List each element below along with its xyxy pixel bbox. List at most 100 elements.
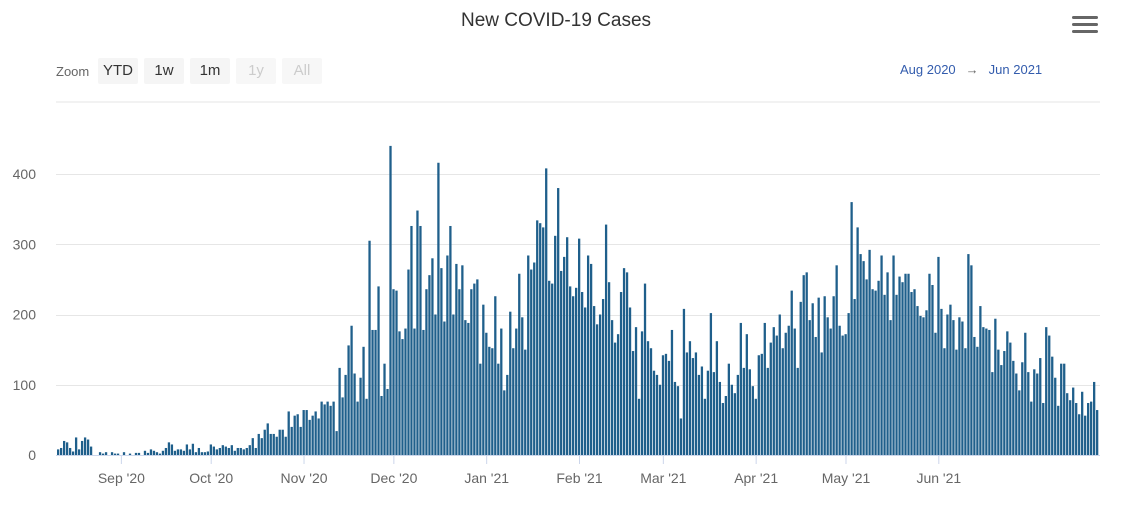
bar[interactable] [838,325,841,455]
bar[interactable] [745,334,748,455]
bar[interactable] [646,341,650,455]
bar[interactable] [592,306,596,455]
bar[interactable] [961,321,964,455]
bar[interactable] [682,308,686,455]
bar[interactable] [434,314,437,456]
bar[interactable] [583,307,587,455]
bar[interactable] [521,317,524,455]
bar[interactable] [775,335,778,455]
bar[interactable] [350,325,353,455]
bar[interactable] [730,384,733,455]
bar[interactable] [799,301,802,455]
bar[interactable] [991,372,994,455]
bar[interactable] [431,258,434,455]
bar[interactable] [302,410,305,455]
bar[interactable] [203,452,207,455]
bar[interactable] [850,202,853,455]
bar[interactable] [566,237,569,455]
bar[interactable] [967,254,970,455]
bar[interactable] [700,366,704,455]
bar[interactable] [86,439,90,455]
bar[interactable] [895,294,898,455]
bar[interactable] [1060,363,1063,455]
bar[interactable] [554,235,557,455]
bar[interactable] [281,429,284,455]
bar[interactable] [715,341,719,455]
bar[interactable] [251,438,254,455]
bar[interactable] [194,452,198,455]
bar[interactable] [721,403,725,455]
bar[interactable] [338,367,341,455]
bar[interactable] [440,268,443,455]
bar[interactable] [341,397,344,455]
zoom-1m-button[interactable]: 1m [190,58,230,84]
bar[interactable] [62,440,66,455]
bar[interactable] [871,289,874,455]
bar[interactable] [958,317,961,455]
bar[interactable] [709,313,713,455]
bar[interactable] [188,449,192,455]
bar[interactable] [736,374,739,455]
bar[interactable] [916,306,919,455]
bar[interactable] [652,370,656,455]
bar[interactable] [925,310,928,455]
bar[interactable] [1090,401,1093,455]
bar[interactable] [835,265,838,455]
bar[interactable] [416,210,419,455]
bar[interactable] [1000,365,1003,455]
bar[interactable] [470,289,473,455]
bar[interactable] [482,304,485,455]
bar[interactable] [239,447,242,455]
bar[interactable] [458,289,461,455]
bar[interactable] [1042,403,1045,455]
zoom-ytd-button[interactable]: YTD [98,58,138,84]
bar[interactable] [628,307,632,455]
bar[interactable] [254,447,257,455]
bar[interactable] [311,415,314,455]
bar[interactable] [560,270,563,455]
bar[interactable] [260,438,263,455]
bar[interactable] [826,317,829,455]
bar[interactable] [173,450,177,455]
bar[interactable] [1039,358,1042,455]
bar[interactable] [275,436,278,455]
bar[interactable] [404,328,407,455]
bar[interactable] [1045,327,1048,455]
bar[interactable] [263,429,266,455]
bar[interactable] [1009,342,1012,455]
bar[interactable] [479,363,482,455]
bar[interactable] [805,272,808,455]
bar[interactable] [230,445,233,455]
bar[interactable] [242,449,245,455]
bar[interactable] [946,314,949,456]
bar[interactable] [506,374,509,455]
bar[interactable] [625,272,629,455]
bar[interactable] [739,322,742,455]
bar[interactable] [964,348,967,455]
bar[interactable] [718,381,722,455]
bar[interactable] [89,446,93,455]
bar[interactable] [910,292,913,455]
bar[interactable] [227,447,230,455]
bar[interactable] [518,273,521,455]
bar[interactable] [601,299,605,455]
bar[interactable] [655,374,659,455]
bar[interactable] [889,320,892,455]
bar[interactable] [1012,360,1015,455]
bar[interactable] [670,329,674,455]
bar[interactable] [419,225,422,455]
bar[interactable] [191,443,195,455]
bar[interactable] [907,273,910,455]
bar[interactable] [155,452,159,455]
bar[interactable] [236,447,239,455]
bar[interactable] [658,384,662,455]
bar[interactable] [724,395,728,455]
bar[interactable] [500,328,503,455]
bar[interactable] [883,294,886,455]
bar[interactable] [616,334,620,455]
bar[interactable] [449,225,452,455]
bar[interactable] [856,227,859,455]
bar[interactable] [697,374,701,455]
bar[interactable] [610,320,614,455]
bar[interactable] [769,342,772,455]
